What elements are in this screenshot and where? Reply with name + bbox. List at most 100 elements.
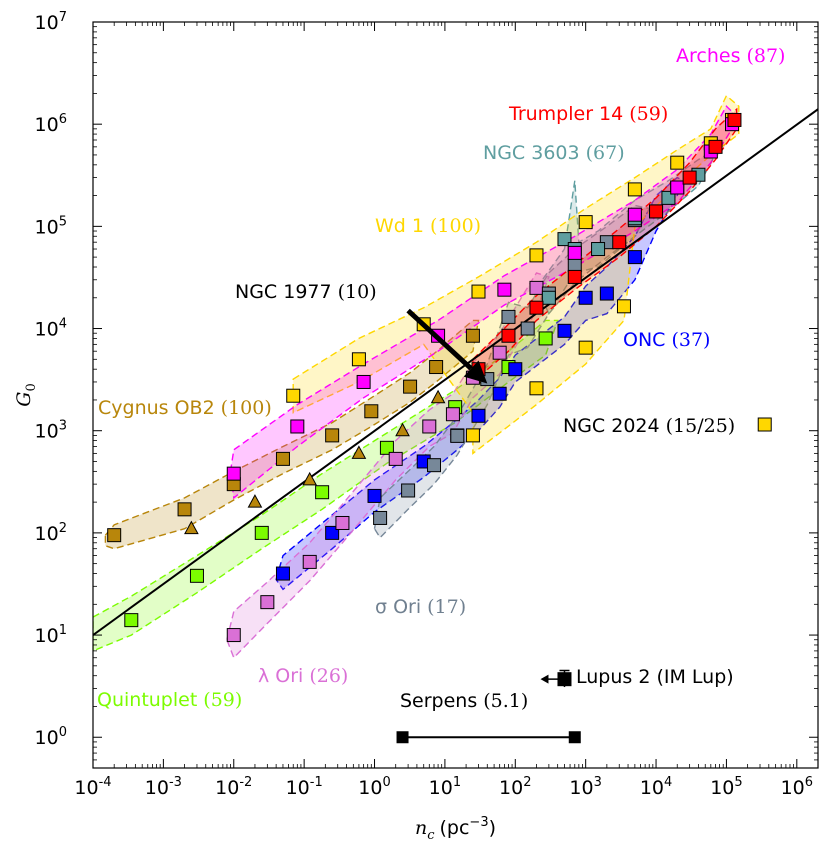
y-tick-label-7: 107 (35, 10, 67, 34)
point-ori-2 (427, 458, 442, 473)
axis-ticks: 10-4 10-3 10-2 10-1 100 101 102 103 104 105 106 100… (35, 10, 818, 799)
point-cygnus-ob2-8 (465, 328, 480, 343)
point-ori-4 (388, 451, 403, 466)
point-ori-0 (226, 628, 241, 643)
x-tick-label-0: 10-4 (74, 775, 111, 799)
point-serpens-1 (568, 731, 581, 744)
point-quintuplet-1 (189, 568, 204, 583)
point-cygnus-ob2-triangles-0 (184, 520, 199, 535)
y-tick-label-5: 105 (35, 214, 67, 238)
point-cygnus-ob2-triangles-1 (247, 494, 263, 508)
point-quintuplet-7 (538, 331, 553, 346)
point-wd-1-3 (471, 284, 486, 299)
point-arches-5 (567, 245, 582, 260)
point-ngc-3603-5 (661, 190, 676, 205)
point-trumpler-14-6 (682, 170, 697, 185)
point-quintuplet-2 (254, 525, 269, 540)
point-quintuplet-3 (315, 485, 330, 500)
label-trumpler-14: Trumpler 14 (59) (508, 103, 668, 125)
point-onc-6 (492, 386, 507, 401)
label-cygnus-ob2: Cygnus OB2 (100) (98, 397, 272, 419)
fit-line-layer (93, 108, 818, 636)
label-ngc-1977: NGC 1977 (10) (235, 281, 377, 303)
point-ori-8 (492, 345, 507, 360)
y-tick-label-2: 102 (35, 521, 67, 545)
arrow-head-ngc-1977 (463, 360, 488, 384)
point-ngc-2024 (757, 417, 772, 432)
point-ori-3 (335, 515, 350, 530)
arrow-ngc-1977 (406, 308, 473, 371)
x-tick-label-1: 10-3 (145, 775, 182, 799)
point-ngc-3603-1 (557, 232, 572, 247)
x-tick-label-4: 100 (358, 775, 390, 799)
y-tick-label-6: 106 (35, 112, 67, 136)
label-onc: ONC (37) (623, 329, 710, 351)
point-arches-0 (226, 466, 241, 481)
point-cygnus-ob2-1 (177, 502, 192, 517)
point-ori-1 (260, 595, 275, 610)
label-ngc-2024: NGC 2024 (15/25) (563, 415, 735, 437)
x-tick-label-5: 101 (429, 775, 461, 799)
point-ngc-3603-3 (591, 242, 606, 257)
point-arches-6 (627, 207, 642, 222)
uncertainty-bands (93, 94, 740, 659)
point-ori-0 (373, 510, 388, 525)
point-lupus-2-im-lup (557, 672, 572, 687)
label-ori: λ Ori (26) (258, 665, 348, 687)
point-onc-1 (325, 525, 340, 540)
label-ngc-3603: NGC 3603 (67) (483, 142, 625, 164)
point-arches-1 (290, 419, 305, 434)
point-trumpler-14-3 (567, 269, 582, 284)
x-tick-label-8: 104 (640, 775, 672, 799)
limit-arrow-lupus-2-im-lup (540, 674, 549, 684)
point-trumpler-14-4 (612, 235, 627, 250)
point-ori-9 (529, 280, 544, 295)
x-tick-label-2: 10-2 (215, 775, 252, 799)
x-tick-label-9: 105 (710, 775, 742, 799)
point-arches-7 (670, 180, 685, 195)
point-cygnus-ob2-0 (107, 528, 122, 543)
point-ngc-3603-0 (541, 290, 556, 305)
label-lupus-2-im-lup: Lupus 2 (IM Lup) (576, 666, 734, 688)
point-wd-1-6 (627, 182, 642, 197)
band-wd-1 (292, 94, 740, 455)
point-onc-2 (367, 488, 382, 503)
y-tick-label-4: 104 (35, 317, 67, 341)
label-arches: Arches (87) (676, 45, 785, 67)
point-onc-11 (627, 250, 642, 265)
label-serpens: Serpens (5.1) (400, 690, 528, 712)
point-wd-1-11 (529, 381, 544, 396)
label-ori: σ Ori (17) (375, 596, 466, 618)
point-trumpler-14-1 (501, 328, 516, 343)
point-ori-2 (302, 554, 317, 569)
point-ori-3 (450, 428, 465, 443)
point-ori-1 (401, 483, 416, 498)
point-trumpler-14-7 (708, 139, 723, 154)
point-wd-1-7 (670, 155, 685, 170)
point-trumpler-14-5 (649, 204, 664, 219)
x-tick-label-6: 102 (499, 775, 531, 799)
plot-frame (92, 21, 819, 769)
point-onc-10 (599, 286, 614, 301)
point-cygnus-ob2-4 (325, 428, 340, 443)
point-quintuplet-4 (379, 440, 394, 455)
point-arches-2 (356, 374, 371, 389)
band-cygnus-ob2 (104, 319, 480, 550)
point-wd-1-4 (529, 248, 544, 263)
point-trumpler-14-2 (529, 300, 544, 315)
point-wd-1-12 (578, 340, 593, 355)
point-cygnus-ob2-triangles-2 (302, 471, 318, 486)
point-cygnus-ob2-triangles-5 (430, 389, 446, 404)
x-tick-label-10: 106 (781, 775, 813, 799)
point-serpens-0 (396, 731, 409, 744)
y-tick-label-1: 101 (35, 623, 67, 647)
point-onc-5 (471, 408, 486, 423)
point-cygnus-ob2-6 (403, 379, 418, 394)
point-wd-1-1 (351, 352, 366, 367)
y-axis-label: G0 (13, 383, 39, 406)
point-ori-6 (520, 321, 535, 336)
point-trumpler-14-8 (727, 112, 742, 127)
point-ori-5 (422, 419, 437, 434)
point-onc-0 (275, 566, 290, 581)
point-wd-1-0 (286, 388, 301, 403)
